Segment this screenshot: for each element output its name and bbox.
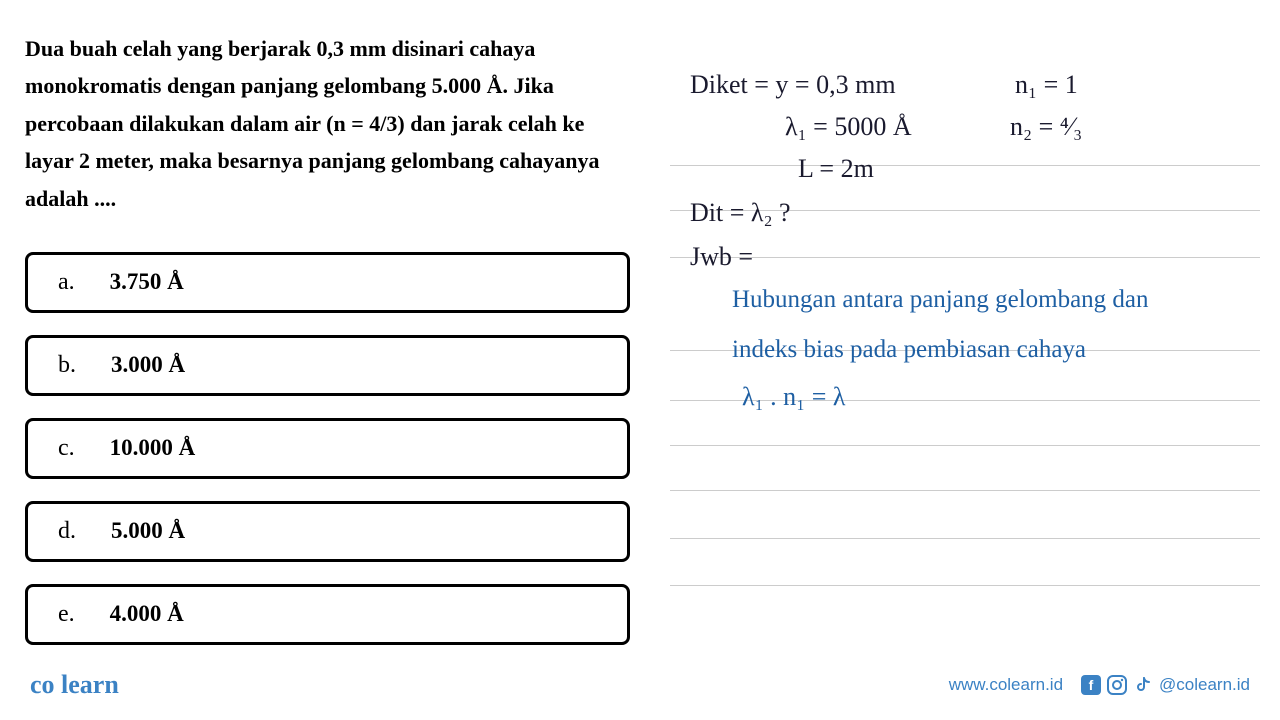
option-value: 4.000 Å — [110, 601, 184, 627]
option-b[interactable]: b. 3.000 Å — [25, 335, 630, 396]
option-letter: d. — [58, 518, 76, 545]
logo-co: co — [30, 670, 55, 699]
ruled-line — [670, 257, 1260, 258]
options-list: a. 3.750 Å b. 3.000 Å c. 10.000 Å d. 5.0… — [25, 252, 630, 645]
option-letter: e. — [58, 601, 75, 628]
option-value: 3.000 Å — [111, 352, 185, 378]
handwriting-line: Hubungan antara panjang gelombang dan — [732, 286, 1149, 314]
ruled-line — [670, 445, 1260, 446]
handwriting-area: Diket = y = 0,3 mm n₁ = 1 λ₁ = 5000 Å n₂ = … — [670, 60, 1260, 620]
option-value: 3.750 Å — [110, 269, 184, 295]
question-text: Dua buah celah yang berjarak 0,3 mm disi… — [25, 30, 630, 217]
handwriting-panel: Diket = y = 0,3 mm n₁ = 1 λ₁ = 5000 Å n₂ = … — [650, 0, 1280, 720]
ruled-line — [670, 165, 1260, 166]
logo: co learn — [30, 670, 119, 700]
option-value: 5.000 Å — [111, 518, 185, 544]
handwriting-line: n₂ = ⁴⁄₃ — [1010, 112, 1082, 142]
svg-text:f: f — [1089, 677, 1094, 693]
handwriting-line: Dit = λ₂ ? — [690, 198, 791, 228]
ruled-line — [670, 538, 1260, 539]
logo-learn: learn — [61, 670, 119, 699]
option-a[interactable]: a. 3.750 Å — [25, 252, 630, 313]
option-letter: b. — [58, 352, 76, 379]
handwriting-line: n₁ = 1 — [1015, 70, 1078, 100]
option-d[interactable]: d. 5.000 Å — [25, 501, 630, 562]
option-e[interactable]: e. 4.000 Å — [25, 584, 630, 645]
option-value: 10.000 Å — [110, 435, 196, 461]
facebook-icon: f — [1081, 675, 1101, 695]
instagram-icon — [1107, 675, 1127, 695]
footer-right: www.colearn.id f @colearn.id — [949, 675, 1250, 695]
question-panel: Dua buah celah yang berjarak 0,3 mm disi… — [0, 0, 650, 720]
footer: co learn www.colearn.id f @colearn.id — [0, 670, 1280, 700]
handwriting-line: Diket = y = 0,3 mm — [690, 70, 896, 100]
tiktok-icon — [1133, 675, 1153, 695]
social-icons: f @colearn.id — [1081, 675, 1250, 695]
handwriting-line: λ₁ = 5000 Å — [785, 112, 912, 142]
handwriting-line: L = 2m — [798, 154, 874, 184]
social-handle: @colearn.id — [1159, 675, 1250, 695]
ruled-line — [670, 585, 1260, 586]
option-letter: c. — [58, 435, 75, 462]
option-letter: a. — [58, 269, 75, 296]
handwriting-line: Jwb = — [690, 242, 753, 272]
handwriting-line: λ₁ . n₁ = λ — [742, 382, 846, 412]
handwriting-line: indeks bias pada pembiasan cahaya — [732, 336, 1086, 364]
footer-url: www.colearn.id — [949, 675, 1063, 695]
ruled-line — [670, 490, 1260, 491]
option-c[interactable]: c. 10.000 Å — [25, 418, 630, 479]
